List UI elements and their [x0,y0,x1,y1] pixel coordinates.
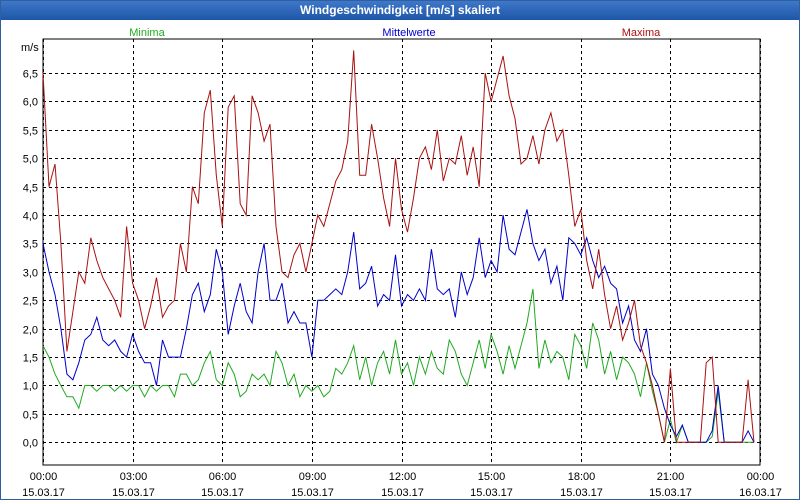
y-tick-label: 4,0 [23,211,38,223]
x-tick-time: 03:00 [120,471,148,483]
x-tick-date: 16.03.17 [739,487,782,499]
y-tick-label: 5,5 [23,126,38,138]
x-tick-time: 09:00 [299,471,327,483]
y-tick-label: 0,0 [23,438,38,450]
x-tick-date: 15.03.17 [649,487,692,499]
y-tick-label: 4,5 [23,183,38,195]
y-tick-label: 1,5 [23,353,38,365]
y-tick-label: 2,5 [23,296,38,308]
x-tick-time: 21:00 [657,471,685,483]
y-tick-label: 5,0 [23,154,38,166]
plot-area-border [42,38,761,466]
legend-minima: Minima [129,27,165,39]
x-tick-date: 15.03.17 [112,487,155,499]
x-tick-time: 18:00 [568,471,596,483]
grid-layer [42,38,761,466]
x-tick-date: 15.03.17 [560,487,603,499]
y-tick-label: 0,5 [23,410,38,422]
mittelwerte-line [42,209,755,443]
y-tick-label: 3,0 [23,268,38,280]
x-tick-date: 15.03.17 [470,487,513,499]
x-tick-date: 15.03.17 [291,487,334,499]
y-axis-label: m/s [21,42,39,54]
series-layer [42,50,755,445]
minima-line [42,288,754,445]
x-tick-time: 06:00 [209,471,237,483]
y-tick-label: 1,0 [23,381,38,393]
window-title: Windgeschwindigkeit [m/s] skaliert [1,1,799,20]
y-tick-label: 2,0 [23,325,38,337]
y-tick-label: 6,0 [23,97,38,109]
maxima-line [42,50,755,443]
y-tick-label: 3,5 [23,239,38,251]
x-tick-time: 12:00 [389,471,417,483]
x-tick-date: 15.03.17 [201,487,244,499]
x-tick-time: 00:00 [30,471,58,483]
legend-mittelwerte: Mittelwerte [382,27,435,39]
x-tick-date: 15.03.17 [381,487,424,499]
label-layer: 0,0 0,5 1,0 1,5 2,0 2,5 3,0 3,5 4,0 4,5 5,0 5,5 6,0 6… [21,27,782,499]
legend-maxima: Maxima [622,27,661,39]
y-tick-label: 6,5 [23,69,38,81]
x-tick-time: 15:00 [478,471,506,483]
x-tick-date: 15.03.17 [22,487,65,499]
x-tick-time: 00:00 [747,471,775,483]
wind-speed-chart: 0,0 0,5 1,0 1,5 2,0 2,5 3,0 3,5 4,0 4,5 5,0 5,5 6,0 6… [21,27,782,499]
